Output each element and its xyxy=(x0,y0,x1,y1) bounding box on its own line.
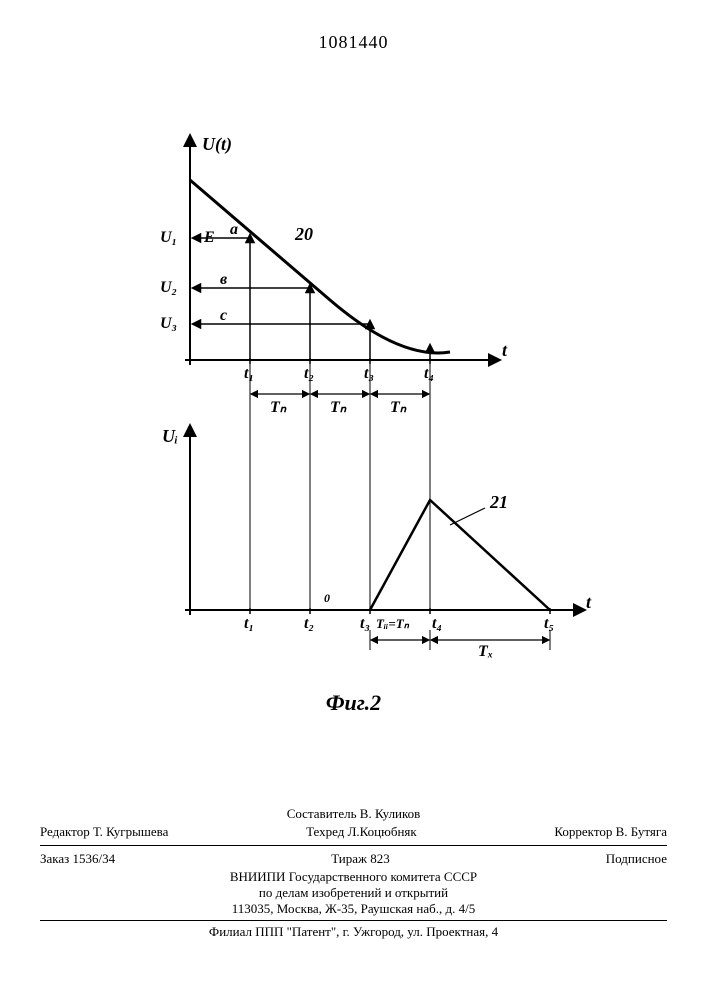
addr: 113035, Москва, Ж-35, Раушская наб., д. … xyxy=(40,901,667,917)
bot-t1: t₁ xyxy=(244,615,254,632)
e-label: E xyxy=(203,229,215,246)
pt-a: a xyxy=(230,221,238,238)
top-chart: U(t) t 20 a в с U₁ xyxy=(160,134,508,416)
figure-svg: U(t) t 20 a в с U₁ xyxy=(110,130,610,670)
document-number: 1081440 xyxy=(0,32,707,53)
tn-2: Tₙ xyxy=(330,399,347,416)
curve-20-label: 20 xyxy=(294,224,313,244)
curve-21-label: 21 xyxy=(489,492,508,512)
u3-label: U₃ xyxy=(160,315,177,332)
x-axis-label-top: t xyxy=(502,340,508,360)
bot-t2: t₂ xyxy=(304,615,314,632)
tx-label: Tₓ xyxy=(478,643,493,660)
top-t3: t₃ xyxy=(364,365,374,382)
zero-mark: 0 xyxy=(324,591,330,605)
figure-caption: Фиг.2 xyxy=(0,690,707,716)
org1: ВНИИПИ Государственного комитета СССР xyxy=(40,869,667,885)
top-intervals: Tₙ Tₙ Tₙ xyxy=(250,382,430,416)
branch: Филиал ППП "Патент", г. Ужгород, ул. Про… xyxy=(40,924,667,940)
tirazh: Тираж 823 xyxy=(331,851,390,867)
order: Заказ 1536/34 xyxy=(40,851,115,867)
org2: по делам изобретений и открытий xyxy=(40,885,667,901)
u2-label: U₂ xyxy=(160,279,177,296)
curve-21 xyxy=(370,500,550,610)
page: 1081440 U(t) t 20 xyxy=(0,0,707,1000)
curve-20 xyxy=(190,180,450,353)
divider-1 xyxy=(40,845,667,846)
bot-t4: t₄ xyxy=(432,615,442,632)
pt-c: с xyxy=(220,307,227,324)
bot-t3: t₃ xyxy=(360,615,370,632)
editor: Редактор Т. Кугрышева xyxy=(40,824,168,840)
top-t1: t₁ xyxy=(244,365,254,382)
y-axis-label-top: U(t) xyxy=(202,134,232,155)
compiler: Составитель В. Куликов xyxy=(40,806,667,822)
top-t4: t₄ xyxy=(424,365,434,382)
y-axis-label-bottom: Uᵢ xyxy=(162,426,178,446)
bot-t5: t₅ xyxy=(544,615,554,632)
tn-3: Tₙ xyxy=(390,399,407,416)
divider-2 xyxy=(40,920,667,921)
pt-b: в xyxy=(220,271,227,288)
corrector: Корректор В. Бутяга xyxy=(554,824,667,840)
top-t2: t₂ xyxy=(304,365,314,382)
mid-label: Tᵢᵢ=Tₙ xyxy=(376,616,410,631)
sign: Подписное xyxy=(606,851,667,867)
techred: Техред Л.Коцюбняк xyxy=(306,824,417,840)
figure-area: U(t) t 20 a в с U₁ xyxy=(110,130,610,670)
tn-1: Tₙ xyxy=(270,399,287,416)
colophon: Составитель В. Куликов Редактор Т. Кугры… xyxy=(40,806,667,940)
bottom-chart: Uᵢ t 21 t₁ t₂ t₃ t₄ t₅ xyxy=(162,426,592,660)
x-axis-label-bottom: t xyxy=(586,592,592,612)
u1-label: U₁ xyxy=(160,229,177,246)
